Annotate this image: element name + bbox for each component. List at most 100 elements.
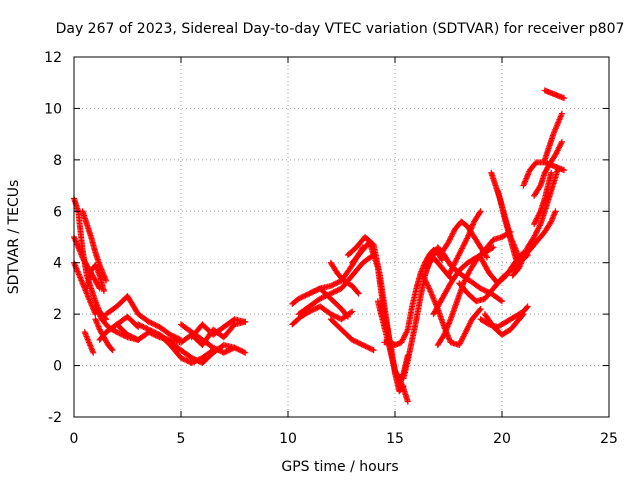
series-8 bbox=[92, 316, 116, 354]
data-point bbox=[319, 294, 326, 301]
data-point bbox=[136, 322, 143, 329]
y-tick-label: 2 bbox=[53, 307, 62, 323]
data-point bbox=[334, 279, 341, 286]
data-point bbox=[357, 340, 364, 347]
data-point bbox=[361, 342, 368, 349]
data-point bbox=[238, 347, 245, 354]
data-point bbox=[490, 244, 497, 251]
data-point bbox=[330, 281, 337, 288]
series-37 bbox=[481, 311, 527, 338]
data-point bbox=[153, 330, 160, 337]
data-point bbox=[116, 330, 123, 337]
data-point bbox=[232, 345, 239, 352]
y-tick-label: 4 bbox=[53, 256, 62, 272]
series-43 bbox=[531, 169, 555, 228]
data-point bbox=[215, 347, 222, 354]
data-point bbox=[179, 355, 186, 362]
data-point bbox=[195, 356, 202, 363]
data-point bbox=[480, 286, 487, 293]
data-point bbox=[329, 289, 336, 296]
data-point bbox=[113, 329, 120, 336]
data-point bbox=[192, 358, 199, 365]
data-point bbox=[561, 167, 568, 174]
series-41 bbox=[531, 138, 565, 199]
data-point bbox=[148, 327, 155, 334]
data-point bbox=[344, 312, 351, 319]
data-point bbox=[180, 356, 187, 363]
data-point bbox=[306, 290, 313, 297]
data-point bbox=[351, 338, 358, 345]
data-point bbox=[482, 288, 489, 294]
chart-title: Day 267 of 2023, Sidereal Day-to-day VTE… bbox=[56, 21, 625, 37]
data-point bbox=[329, 311, 336, 318]
data-point bbox=[223, 348, 230, 355]
data-point bbox=[115, 329, 122, 336]
data-point bbox=[355, 290, 362, 297]
data-point bbox=[367, 345, 374, 352]
axis-ticks: 0 5 10 15 20 25 -2 0 2 4 6 8 10 12 bbox=[44, 50, 618, 447]
data-point bbox=[302, 292, 309, 299]
y-tick-label: 0 bbox=[53, 359, 62, 375]
data-point bbox=[190, 359, 197, 366]
series-23 bbox=[327, 316, 377, 354]
data-point bbox=[344, 313, 351, 320]
data-point bbox=[307, 289, 314, 296]
data-point bbox=[523, 304, 530, 311]
data-point bbox=[333, 288, 340, 294]
data-point bbox=[240, 349, 247, 356]
data-point bbox=[135, 321, 142, 328]
data-point bbox=[167, 331, 174, 338]
data-point bbox=[140, 324, 147, 330]
series-44 bbox=[541, 87, 568, 102]
data-point bbox=[149, 320, 156, 327]
data-point bbox=[127, 333, 134, 339]
data-point bbox=[440, 333, 447, 339]
data-point bbox=[311, 306, 318, 312]
data-point bbox=[172, 334, 179, 341]
data-point bbox=[151, 321, 158, 328]
data-point bbox=[124, 331, 131, 338]
data-point bbox=[483, 253, 490, 260]
data-point bbox=[128, 333, 135, 340]
data-point bbox=[333, 313, 340, 320]
series-19 bbox=[306, 285, 351, 320]
data-point bbox=[306, 308, 313, 315]
data-point bbox=[358, 341, 365, 348]
data-point bbox=[313, 287, 320, 294]
x-tick-label: 25 bbox=[600, 431, 618, 447]
series-5 bbox=[81, 329, 97, 356]
plot-frame bbox=[73, 56, 610, 418]
data-point bbox=[149, 328, 156, 335]
data-point bbox=[497, 297, 504, 304]
series-31 bbox=[439, 218, 491, 261]
data-point bbox=[331, 313, 338, 320]
data-point bbox=[228, 345, 235, 352]
data-point bbox=[330, 289, 337, 296]
x-tick-label: 0 bbox=[70, 431, 79, 447]
series-15 bbox=[188, 316, 249, 341]
data-point bbox=[395, 374, 402, 381]
data-point bbox=[524, 303, 531, 310]
data-point bbox=[139, 323, 146, 330]
data-point bbox=[499, 298, 505, 305]
data-point bbox=[558, 138, 565, 145]
data-point bbox=[145, 326, 152, 333]
data-point bbox=[366, 345, 373, 352]
data-point bbox=[484, 254, 491, 261]
data-point bbox=[476, 209, 483, 216]
data-point bbox=[109, 347, 116, 354]
data-point bbox=[234, 345, 241, 352]
data-point bbox=[311, 288, 318, 294]
data-point bbox=[235, 346, 242, 353]
data-point bbox=[178, 354, 184, 361]
data-point bbox=[365, 344, 372, 351]
data-point bbox=[147, 319, 154, 326]
data-point bbox=[191, 358, 198, 365]
data-point bbox=[218, 348, 225, 355]
series-20 bbox=[327, 259, 362, 297]
data-point bbox=[349, 336, 356, 343]
y-tick-label: 8 bbox=[53, 153, 62, 169]
data-point bbox=[313, 305, 320, 312]
y-tick-label: 12 bbox=[44, 50, 62, 66]
